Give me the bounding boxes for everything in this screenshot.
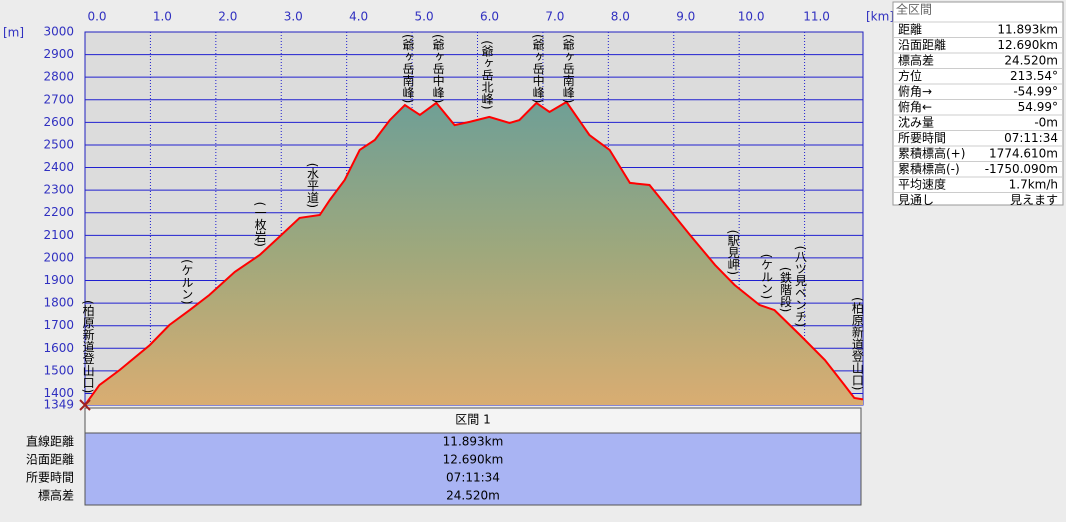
summary-panel (892, 1, 1064, 206)
y-tick-label: 2400 (43, 160, 74, 174)
area (85, 102, 863, 405)
annotation: (爺ヶ岳北峰) (480, 40, 494, 109)
summary-value: 54.99° (1018, 100, 1058, 114)
summary-title: 全区間 (896, 2, 932, 17)
summary-label: 平均速度 (898, 177, 946, 192)
annotation: (爺ヶ岳中峰) (431, 34, 445, 103)
summary-value: 07:11:34 (1004, 131, 1058, 145)
y-tick-label: 1400 (43, 386, 74, 400)
y-tick-label: 2100 (43, 228, 74, 242)
summary-value: -54.99° (1013, 85, 1058, 99)
section-header-cell (84, 407, 862, 434)
row-label: 沿面距離 (26, 453, 74, 467)
y-tick-label: 1900 (43, 273, 74, 287)
x-tick-label: 8.0 (611, 10, 630, 24)
annotation: (一枚岩) (253, 202, 267, 247)
row-value: 07:11:34 (446, 471, 500, 485)
summary-value: 見えます (1010, 193, 1058, 207)
summary-label: 俯角← (898, 99, 932, 114)
summary-value: 11.893km (997, 23, 1058, 37)
summary-value: 1774.610m (989, 147, 1058, 161)
y-tick-label: 2900 (43, 47, 74, 61)
y-tick-label: 1800 (43, 296, 74, 310)
row-label: 標高差 (38, 488, 74, 503)
x-tick-label: 11.0 (803, 10, 830, 24)
annotation: (柏原新道登山口) (850, 297, 864, 390)
y-tick-label: 2700 (43, 92, 74, 106)
x-tick-label: 5.0 (415, 10, 434, 24)
summary-label: 見通し (898, 193, 934, 207)
annotation: (ケルン) (759, 254, 773, 299)
x-tick-label: 6.0 (480, 10, 499, 24)
y-tick-label: 2300 (43, 183, 74, 197)
row-value: 24.520m (446, 489, 500, 503)
start-marker (79, 399, 91, 411)
annotation: (八ツ見ベンチ) (794, 246, 808, 327)
y-tick-label: 1500 (43, 363, 74, 377)
summary-label: 沈み量 (898, 115, 934, 130)
summary-label: 距離 (898, 23, 922, 37)
summary-label: 所要時間 (898, 131, 946, 145)
annotation: (水平道) (305, 163, 319, 208)
section-header: 区間 1 (455, 413, 490, 427)
summary-value: 24.520m (1004, 54, 1058, 68)
annotation: (ケルン) (180, 259, 194, 304)
y-tick-label: 1349 (43, 398, 74, 412)
x-tick-label: 4.0 (349, 10, 368, 24)
y-tick-label: 2000 (43, 250, 74, 264)
annotation: (鉄階段) (778, 267, 792, 312)
annotation: (柏原新道登山口) (81, 300, 95, 393)
summary-value: -1750.090m (985, 162, 1058, 176)
y-tick-label: 2600 (43, 115, 74, 129)
row-value: 11.893km (443, 435, 504, 449)
row-label: 所要時間 (26, 471, 74, 485)
row-value: 12.690km (443, 453, 504, 467)
x-tick-label: 2.0 (218, 10, 237, 24)
summary-value: -0m (1034, 116, 1058, 130)
summary-value: 213.54° (1010, 69, 1058, 83)
annotation: (爺ヶ岳中峰) (531, 34, 545, 103)
profile-line (84, 100, 864, 406)
x-tick-label: 7.0 (545, 10, 564, 24)
x-tick-label: 10.0 (738, 10, 765, 24)
summary-label: 累積標高(-) (898, 161, 960, 176)
x-tick-label: 9.0 (676, 10, 695, 24)
y-tick-label: 3000 (43, 25, 74, 39)
y-tick-label: 1600 (43, 341, 74, 355)
annotation: (爺ヶ岳南峰) (401, 34, 415, 103)
summary-label: 標高差 (898, 53, 934, 68)
y-tick-label: 2500 (43, 137, 74, 151)
summary-label: 累積標高(+) (898, 146, 965, 161)
summary-label: 方位 (898, 68, 922, 83)
x-tick-label: 3.0 (284, 10, 303, 24)
y-tick-label: 1700 (43, 318, 74, 332)
section-values (84, 432, 862, 506)
y-tick-label: 2200 (43, 205, 74, 219)
y-unit: [m] (3, 26, 24, 40)
annotation: (爺ヶ岳南峰) (561, 34, 575, 103)
x-tick-label: 1.0 (153, 10, 172, 24)
summary-label: 沿面距離 (898, 38, 946, 52)
x-unit: [km] (866, 10, 894, 24)
summary-value: 12.690km (997, 38, 1058, 52)
summary-value: 1.7km/h (1009, 178, 1058, 192)
y-tick-label: 2800 (43, 70, 74, 84)
x-tick-label: 0.0 (87, 10, 106, 24)
summary-label: 俯角→ (898, 84, 932, 99)
annotation: (駅見岬) (726, 230, 740, 275)
row-label: 直線距離 (26, 434, 74, 449)
